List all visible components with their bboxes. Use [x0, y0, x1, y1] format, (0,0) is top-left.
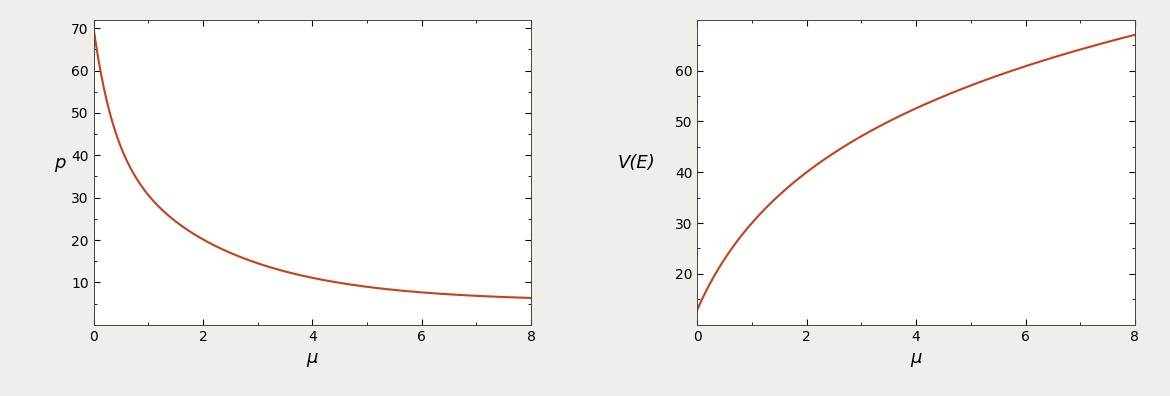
Y-axis label: p: p — [54, 154, 66, 172]
Y-axis label: V(E): V(E) — [617, 154, 655, 172]
X-axis label: μ: μ — [307, 349, 318, 367]
X-axis label: μ: μ — [910, 349, 922, 367]
